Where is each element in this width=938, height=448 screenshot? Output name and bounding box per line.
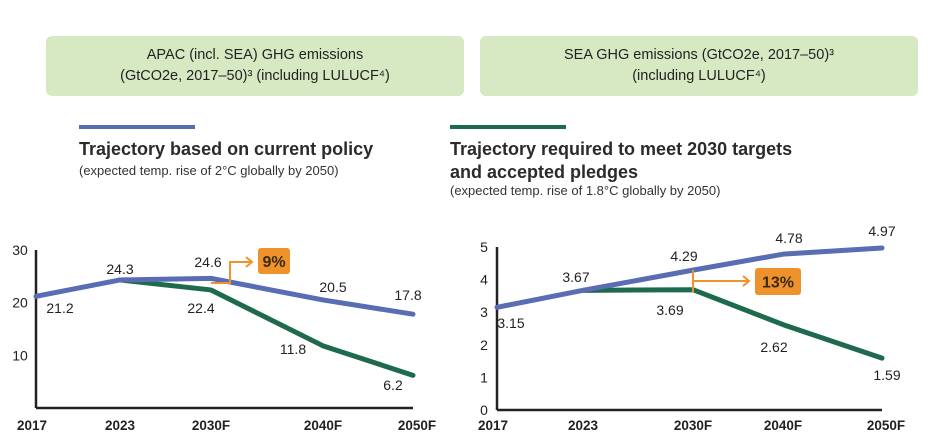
data-label: 22.4: [187, 300, 214, 316]
y-tick-label: 20: [12, 295, 28, 311]
x-tick-label: 2040F: [764, 418, 802, 433]
x-tick-label: 2030F: [674, 418, 712, 433]
y-tick-label: 10: [12, 347, 28, 363]
y-tick-label: 0: [480, 402, 488, 418]
header-line: (including LULUCF⁴): [632, 68, 766, 84]
x-tick-label: 2023: [568, 418, 599, 433]
legend-title-targets: Trajectory required to meet 2030 targets…: [450, 138, 792, 184]
y-tick-label: 30: [12, 242, 28, 258]
arrow-icon: [245, 256, 254, 268]
y-tick-label: 4: [480, 272, 488, 288]
legend-swatch-current-policy: [79, 125, 195, 129]
y-tick-label: 1: [480, 369, 488, 385]
callout-label: 9%: [262, 254, 285, 271]
data-label: 3.67: [562, 269, 589, 285]
data-label: 4.97: [868, 223, 895, 239]
x-tick-label: 2030F: [192, 418, 230, 433]
y-tick-label: 3: [480, 304, 488, 320]
x-tick-label: 2050F: [398, 418, 436, 433]
x-tick-label: 2040F: [304, 418, 342, 433]
legend-title-line: and accepted pledges: [450, 162, 639, 182]
data-label: 24.6: [194, 254, 221, 270]
data-label: 6.2: [383, 377, 403, 393]
legend-swatch-targets: [450, 125, 566, 129]
legend-subtitle-current-policy: (expected temp. rise of 2°C globally by …: [79, 163, 339, 178]
series-line-targets: [580, 287, 885, 361]
header-line: (GtCO2e, 2017–50)³ (including LULUCF⁴): [120, 68, 390, 84]
x-tick-label: 2023: [105, 418, 136, 433]
y-tick-label: 5: [480, 239, 488, 255]
data-label: 4.78: [775, 230, 802, 246]
callout-badge: [258, 248, 290, 274]
x-tick-label: 2050F: [867, 418, 905, 433]
apac-chart-header: APAC (incl. SEA) GHG emissions (GtCO2e, 2…: [46, 36, 464, 96]
data-label: 1.59: [873, 367, 900, 383]
data-label: 4.29: [670, 248, 697, 264]
x-tick-label: 2017: [17, 418, 47, 433]
y-tick-label: 2: [480, 337, 488, 353]
callout-badge: [755, 268, 801, 295]
legend-subtitle-targets: (expected temp. rise of 1.8°C globally b…: [450, 183, 721, 198]
data-label: 21.2: [46, 300, 73, 316]
sea-chart-header: SEA GHG emissions (GtCO2e, 2017–50)³ (inc…: [480, 36, 918, 96]
callout-bracket: [692, 270, 749, 292]
x-tick-label: 2017: [478, 418, 508, 433]
data-label: 2.62: [760, 339, 787, 355]
data-label: 11.8: [280, 341, 306, 357]
callout-bracket: [211, 261, 252, 284]
data-label: 20.5: [319, 279, 346, 295]
series-line-current-policy: [33, 275, 416, 317]
data-label: 24.3: [106, 261, 133, 277]
legend-title-current-policy: Trajectory based on current policy: [79, 139, 374, 159]
legend-title-line: Trajectory required to meet 2030 targets: [450, 139, 793, 159]
series-line-targets: [117, 277, 416, 378]
data-label: 17.8: [394, 287, 421, 303]
header-line: SEA GHG emissions (GtCO2e, 2017–50)³: [564, 47, 834, 63]
arrow-icon: [742, 275, 751, 287]
data-label: 3.69: [656, 302, 683, 318]
callout-label: 13%: [762, 275, 794, 292]
header-line: APAC (incl. SEA) GHG emissions: [146, 47, 364, 63]
data-label: 3.15: [497, 315, 524, 331]
